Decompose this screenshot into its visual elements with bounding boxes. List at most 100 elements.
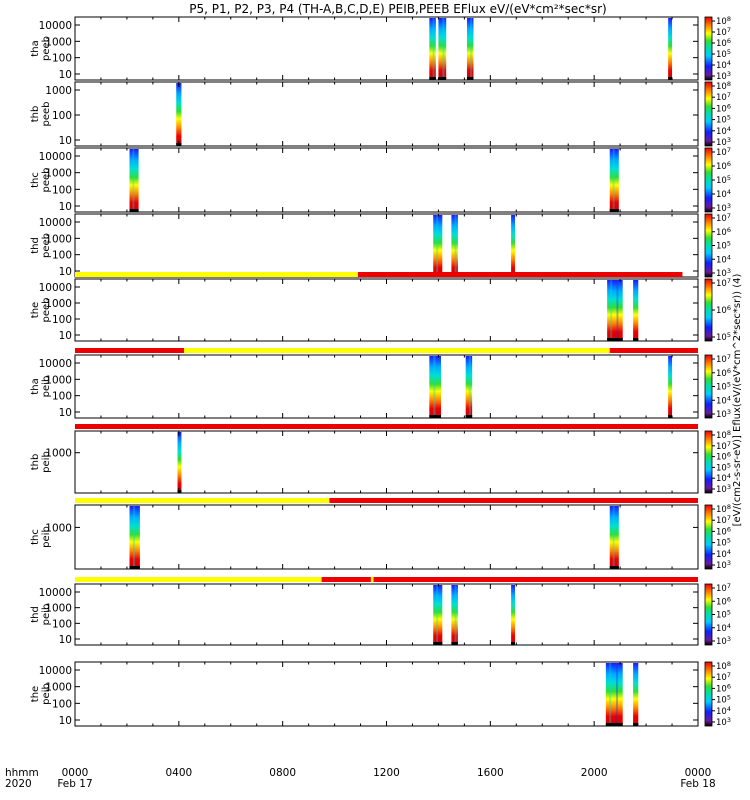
y-label-line: thd bbox=[30, 606, 41, 623]
colorbar-tick-exponent: 5 bbox=[727, 48, 731, 56]
colorbar-tick-base: 10 bbox=[716, 516, 727, 526]
y-tick-label: 1000 bbox=[45, 522, 72, 534]
spectrogram-burst bbox=[607, 280, 623, 340]
colorbar-tick-label: 107 bbox=[716, 91, 731, 103]
y-axis-label: thepeib bbox=[30, 683, 52, 705]
colorbar-tick-base: 10 bbox=[716, 662, 727, 672]
y-label-line: peib bbox=[41, 604, 52, 626]
colorbar-tick-base: 10 bbox=[716, 624, 727, 634]
colorbar-tick-exponent: 8 bbox=[727, 429, 731, 437]
colorbar-tick-exponent: 4 bbox=[727, 622, 731, 630]
colorbar bbox=[704, 430, 713, 494]
colorbar-tick-base: 10 bbox=[716, 485, 727, 495]
panel-background bbox=[75, 662, 698, 726]
colorbar-tick-label: 106 bbox=[716, 37, 731, 49]
colorbar-tick-base: 10 bbox=[716, 279, 727, 289]
mode-bar-segment bbox=[75, 272, 358, 277]
y-label-line: peib bbox=[41, 683, 52, 705]
spectrogram-burst bbox=[668, 356, 673, 417]
y-tick-label: 100 bbox=[52, 391, 72, 403]
spectrogram-stripe bbox=[612, 149, 615, 211]
y-tick-label: 10 bbox=[59, 330, 72, 342]
colorbar-tick-base: 10 bbox=[716, 561, 727, 571]
colorbar-tick-label: 107 bbox=[716, 514, 731, 526]
colorbar-tick-exponent: 5 bbox=[727, 461, 731, 469]
spectrogram-burst bbox=[633, 280, 639, 340]
colorbar-tick-exponent: 5 bbox=[727, 331, 731, 339]
colorbar-tick-label: 105 bbox=[716, 114, 731, 126]
colorbar-tick-base: 10 bbox=[716, 176, 727, 186]
colorbar-tick-base: 10 bbox=[716, 214, 727, 224]
spectrogram-stripe bbox=[433, 356, 436, 417]
colorbar-tick-base: 10 bbox=[716, 61, 727, 71]
colorbar-tick-label: 106 bbox=[716, 304, 731, 316]
colorbar-tick-label: 104 bbox=[716, 394, 731, 406]
colorbar-tick-label: 105 bbox=[716, 537, 731, 549]
colorbar-tick-base: 10 bbox=[716, 269, 727, 279]
colorbar-tick-label: 106 bbox=[716, 451, 731, 463]
colorbar-tick-exponent: 8 bbox=[727, 660, 731, 668]
mode-bar-segment bbox=[75, 424, 698, 429]
colorbar-tick-exponent: 4 bbox=[727, 394, 731, 402]
colorbar-tick-base: 10 bbox=[716, 539, 727, 549]
mode-bar-segment bbox=[609, 348, 698, 353]
spectrogram-burst bbox=[129, 149, 139, 211]
colorbar-tick-exponent: 5 bbox=[727, 694, 731, 702]
colorbar-tick-exponent: 6 bbox=[727, 595, 731, 603]
mode-bar-segment bbox=[321, 577, 371, 582]
colorbar-tick-label: 105 bbox=[716, 174, 731, 186]
y-tick-label: 1000 bbox=[45, 233, 72, 245]
colorbar-tick-label: 106 bbox=[716, 682, 731, 694]
x-tick-label: 0400 bbox=[165, 767, 192, 779]
colorbar-tick-base: 10 bbox=[716, 453, 727, 463]
colorbar-tick-exponent: 6 bbox=[727, 525, 731, 533]
colorbar-tick-label: 103 bbox=[716, 202, 731, 214]
colorbar-tick-label: 105 bbox=[716, 694, 731, 706]
spectrogram-stripe bbox=[609, 663, 612, 725]
y-tick-label: 1000 bbox=[45, 448, 72, 460]
spectrogram-stripe bbox=[454, 585, 457, 644]
spectrogram-stripe bbox=[432, 18, 435, 79]
burst-base-mark bbox=[465, 415, 473, 418]
y-tick-label: 10 bbox=[59, 69, 72, 81]
burst-base-mark bbox=[633, 723, 639, 726]
colorbar-tick-base: 10 bbox=[716, 474, 727, 484]
colorbar-tick-base: 10 bbox=[716, 383, 727, 393]
y-label-line: peib bbox=[41, 376, 52, 398]
colorbar-tick-base: 10 bbox=[716, 104, 727, 114]
colorbar-tick-exponent: 4 bbox=[727, 188, 731, 196]
spectrogram-burst bbox=[465, 356, 473, 417]
colorbar-tick-exponent: 6 bbox=[727, 37, 731, 45]
x-axis-label: 2020 bbox=[5, 778, 32, 790]
colorbar-tick-exponent: 6 bbox=[727, 682, 731, 690]
spectrogram-stripe bbox=[470, 18, 473, 79]
colorbar-tick-label: 106 bbox=[716, 102, 731, 114]
colorbar-tick-label: 107 bbox=[716, 26, 731, 38]
burst-base-mark bbox=[668, 77, 673, 80]
colorbar bbox=[704, 354, 713, 419]
colorbar-tick-exponent: 5 bbox=[727, 381, 731, 389]
colorbar-tick-label: 104 bbox=[716, 253, 731, 265]
x-tick-label: 0000 bbox=[62, 767, 89, 779]
colorbar-tick-base: 10 bbox=[716, 116, 727, 126]
y-tick-label: 10000 bbox=[39, 282, 72, 294]
colorbar-tick-label: 104 bbox=[716, 548, 731, 560]
colorbar-tick-label: 104 bbox=[716, 59, 731, 71]
panel-background bbox=[75, 279, 698, 341]
y-tick-label: 1000 bbox=[45, 168, 72, 180]
y-label-line: peib bbox=[41, 526, 52, 548]
colorbar-tick-base: 10 bbox=[716, 550, 727, 560]
y-axis-label: thdpeeb bbox=[30, 233, 52, 258]
y-axis-label: thcpeib bbox=[30, 526, 52, 548]
colorbar-tick-exponent: 6 bbox=[727, 304, 731, 312]
colorbar-tick-label: 105 bbox=[716, 609, 731, 621]
colorbar-tick-exponent: 5 bbox=[727, 114, 731, 122]
y-tick-label: 100 bbox=[52, 184, 72, 196]
colorbar-tick-base: 10 bbox=[716, 242, 727, 252]
spectrogram-burst bbox=[438, 18, 447, 79]
